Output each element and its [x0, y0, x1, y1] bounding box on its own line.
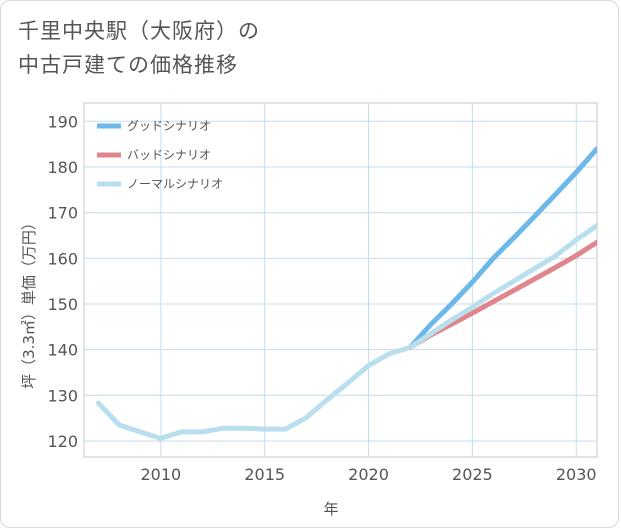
legend-label-2: バッドシナリオ	[127, 148, 211, 162]
x-tick-2020: 2020	[348, 465, 389, 484]
series-lines	[96, 146, 597, 441]
x-tick-2025: 2025	[452, 465, 493, 484]
y-axis-label: 坪（3.3㎡）単価（万円）	[20, 215, 38, 389]
series-line-1	[407, 146, 597, 350]
y-tick-130: 130	[47, 386, 78, 405]
x-axis-label: 年	[323, 500, 338, 518]
y-tick-180: 180	[47, 158, 78, 177]
x-tick-2030: 2030	[556, 465, 597, 484]
y-tick-150: 150	[47, 295, 78, 314]
tick-labels: 120 130 140 150 160 170 180 190 2010 2015 2020 2025…	[47, 112, 596, 484]
series-line-3	[96, 222, 597, 441]
y-tick-120: 120	[47, 432, 78, 451]
y-tick-160: 160	[47, 249, 78, 268]
legend-label-1: グッドシナリオ	[127, 119, 211, 133]
y-tick-140: 140	[47, 341, 78, 360]
y-tick-190: 190	[47, 112, 78, 131]
chart-title-line1: 千里中央駅（大阪府）の	[18, 19, 260, 43]
chart-title: 千里中央駅（大阪府）の 中古戸建ての価格推移	[18, 14, 438, 82]
x-tick-2015: 2015	[244, 465, 285, 484]
legend-label-3: ノーマルシナリオ	[127, 177, 223, 191]
y-tick-170: 170	[47, 204, 78, 223]
x-tick-2010: 2010	[140, 465, 181, 484]
chart-title-line2: 中古戸建ての価格推移	[18, 53, 238, 77]
